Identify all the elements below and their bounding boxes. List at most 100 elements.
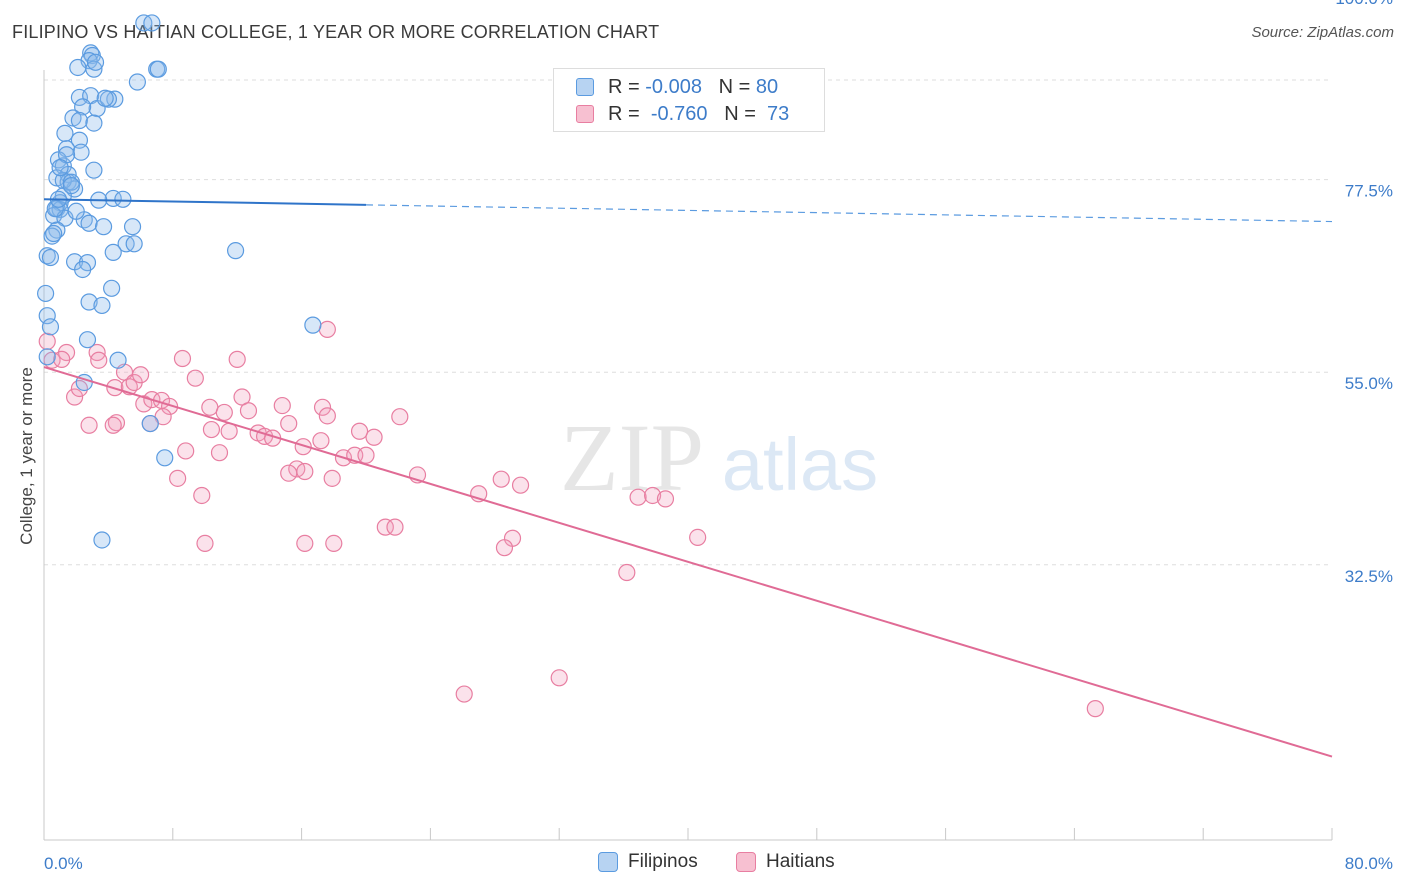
filipinos-point [80, 293, 98, 311]
haitians-point [357, 446, 375, 464]
filipinos-point [46, 200, 64, 218]
haitians-point [643, 486, 662, 505]
haitians-point [511, 476, 530, 494]
x-tick-label-max: 80.0% [1345, 854, 1393, 873]
filipinos-point [72, 143, 90, 161]
haitians-point [38, 332, 56, 350]
haitians-point [80, 416, 98, 434]
filipinos-point [85, 161, 103, 179]
haitians-point [312, 432, 330, 450]
filipinos-point [67, 202, 85, 220]
haitians-point [689, 528, 707, 547]
haitians-point [1086, 700, 1104, 718]
haitians-point [656, 490, 675, 508]
y-tick-labels: 32.5% 55.0% 77.5% 100.0% [1335, 0, 1393, 586]
y-tick-label: 100.0% [1335, 0, 1393, 8]
haitians-point [65, 388, 84, 406]
filipinos-n-label: N = [718, 75, 751, 98]
filipinos-point [125, 235, 143, 253]
haitians-trend-line [43, 366, 1333, 758]
watermark-atlas: atlas [722, 423, 878, 506]
haitians-point [492, 470, 510, 488]
haitians-legend-label: Haitians [766, 851, 835, 872]
filipinos-point [85, 60, 103, 78]
source-label: Source: ZipAtlas.com [1251, 24, 1394, 41]
haitians-point [177, 442, 195, 460]
haitians-point [629, 488, 647, 506]
filipinos-point [94, 218, 113, 236]
filipinos-point [38, 307, 56, 325]
filipinos-point [96, 89, 114, 107]
haitians-point [215, 403, 233, 422]
filipinos-point [85, 114, 103, 132]
haitians-point [323, 469, 341, 487]
haitians-point [273, 396, 291, 415]
haitians-point [386, 518, 404, 536]
watermark-zip: ZIP [560, 404, 704, 511]
filipinos-point [78, 331, 97, 349]
trend-lines [43, 198, 1333, 758]
filipinos-point [69, 58, 87, 77]
haitians-point [202, 420, 221, 439]
filipinos-point [41, 248, 60, 267]
filipinos-point [143, 14, 161, 32]
haitians-point [107, 414, 126, 432]
haitians-point [90, 351, 108, 369]
legend-item-filipinos[interactable]: Filipinos [598, 851, 698, 873]
haitians-point [239, 402, 258, 420]
y-tick-label: 55.0% [1345, 374, 1393, 393]
haitians-point [135, 395, 153, 413]
filipinos-point [149, 60, 167, 78]
filipinos-point [56, 124, 74, 142]
haitians-point [365, 428, 383, 446]
haitians-point [296, 534, 314, 553]
filipinos-n-value: 80 [755, 75, 779, 98]
watermark: ZIP atlas [560, 404, 878, 511]
filipinos-point [43, 227, 61, 245]
haitians-r-value: -0.760 [650, 102, 708, 125]
haitians-point [550, 669, 568, 687]
haitians-r-label: R = [608, 102, 640, 125]
filipinos-point [304, 316, 322, 334]
filipinos-point [128, 73, 146, 91]
filipinos-point [62, 176, 80, 195]
haitians-point [104, 416, 122, 434]
filipinos-legend-label: Filipinos [628, 851, 698, 872]
haitians-point [318, 407, 336, 425]
filipinos-points [37, 14, 322, 549]
legend-row-haitians: R = -0.760 N = 73 [576, 101, 789, 127]
haitians-point [325, 534, 343, 553]
y-tick-label: 77.5% [1345, 182, 1393, 201]
filipinos-point [74, 260, 92, 279]
filipinos-point [226, 242, 245, 260]
filipinos-point [86, 53, 105, 71]
haitians-point [318, 320, 336, 338]
chart-title: FILIPINO VS HAITIAN COLLEGE, 1 YEAR OR M… [12, 22, 660, 42]
filipinos-point [109, 351, 127, 369]
haitians-points [38, 320, 1104, 718]
filipinos-swatch [576, 78, 594, 96]
filipinos-point [104, 243, 122, 261]
haitians-point [294, 438, 312, 456]
filipinos-r-value: -0.008 [645, 75, 702, 98]
filipinos-legend-swatch [598, 852, 618, 872]
filipinos-point [74, 98, 92, 116]
filipinos-point [141, 414, 159, 433]
filipinos-point [123, 218, 142, 236]
x-axis-ticks [43, 828, 1333, 840]
haitians-point [391, 408, 409, 426]
filipinos-point [114, 190, 132, 208]
legend-item-haitians[interactable]: Haitians [736, 851, 835, 873]
haitians-point [196, 534, 214, 553]
haitians-point [280, 414, 298, 433]
filipinos-point [156, 449, 174, 467]
haitians-swatch [576, 105, 594, 123]
filipinos-point [37, 284, 55, 303]
haitians-point [280, 464, 298, 482]
haitians-point [296, 462, 314, 481]
haitians-point [618, 563, 636, 582]
stats-legend: R = -0.008 N = 80 R = -0.760 N = 73 [553, 68, 825, 132]
haitians-point [228, 350, 246, 368]
filipinos-point [70, 111, 89, 130]
x-tick-label-min: 0.0% [44, 854, 83, 873]
